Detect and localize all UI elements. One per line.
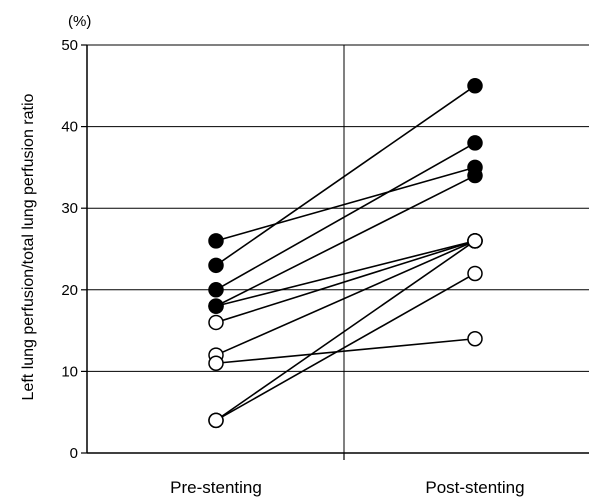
marker-post-8-open — [467, 331, 483, 347]
axes: 0 10 20 30 40 50 — [61, 37, 589, 462]
axis-labels: (%) Left lung perfusion/total lung perfu… — [20, 13, 525, 497]
y-tick-label-30: 30 — [61, 200, 78, 217]
data-markers — [208, 78, 483, 429]
pair-line-1 — [215, 166, 476, 242]
y-tick-label-10: 10 — [61, 363, 78, 380]
marker-pre-2-filled — [208, 257, 224, 274]
marker-pre-10-open — [208, 412, 224, 429]
pair-line-4 — [215, 174, 476, 307]
pair-lines — [215, 85, 476, 422]
pair-line-7 — [215, 240, 476, 356]
pair-line-9 — [215, 240, 476, 422]
y-axis-title: Left lung perfusion/total lung perfusion… — [20, 93, 37, 400]
marker-post-10-open — [467, 265, 483, 282]
marker-pre-6-open — [208, 314, 224, 331]
y-tick-label-50: 50 — [61, 37, 78, 54]
pair-line-5 — [215, 240, 476, 307]
y-tick-label-0: 0 — [70, 445, 78, 462]
category-label-post: Post-stenting — [425, 478, 524, 497]
pair-line-3 — [215, 142, 476, 291]
pair-line-10 — [215, 272, 476, 422]
marker-pre-3-filled — [208, 282, 224, 298]
gridlines — [87, 44, 589, 453]
pair-line-2 — [215, 85, 476, 266]
marker-pre-8-open — [208, 355, 224, 371]
marker-post-3-filled — [467, 135, 483, 151]
marker-pre-5-filled — [208, 298, 224, 314]
pair-line-6 — [215, 240, 476, 324]
y-tick-label-20: 20 — [61, 282, 78, 299]
marker-post-9-open — [467, 233, 483, 249]
marker-post-2-filled — [467, 78, 483, 94]
y-unit-label: (%) — [68, 13, 91, 30]
category-label-pre: Pre-stenting — [170, 478, 262, 497]
pair-line-8 — [215, 337, 476, 365]
marker-pre-1-filled — [208, 233, 224, 249]
marker-post-4-filled — [467, 167, 483, 184]
y-tick-label-40: 40 — [61, 119, 78, 136]
